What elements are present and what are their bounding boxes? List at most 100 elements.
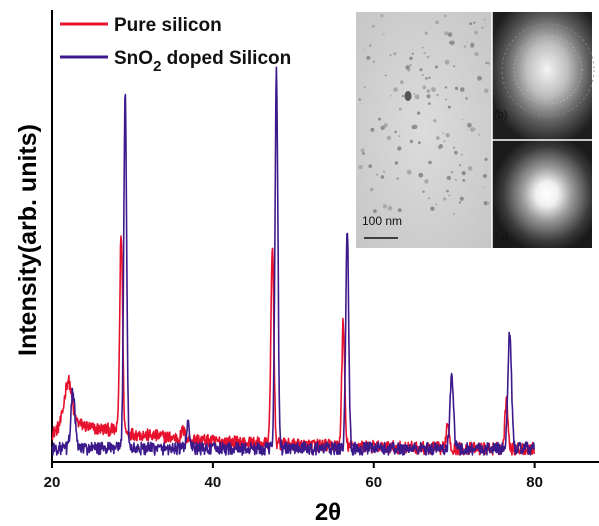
tem-particle bbox=[435, 136, 440, 140]
tem-particle bbox=[445, 98, 448, 101]
tem-particle bbox=[358, 98, 361, 101]
tem-particle bbox=[368, 164, 373, 169]
scale-bar-label: 100 nm bbox=[362, 214, 402, 228]
tem-particle bbox=[380, 125, 385, 130]
tem-particle bbox=[477, 75, 482, 81]
tem-particle bbox=[470, 44, 474, 48]
tem-particle bbox=[378, 117, 382, 121]
legend-label-main: SnO bbox=[114, 48, 153, 69]
tem-particle bbox=[484, 157, 488, 161]
tem-particle bbox=[394, 161, 399, 165]
tem-particle bbox=[366, 55, 371, 60]
tem-particle bbox=[375, 173, 379, 176]
tem-particle bbox=[393, 52, 397, 56]
legend-label-pure-silicon: Pure silicon bbox=[114, 15, 222, 36]
tem-particle bbox=[411, 125, 416, 129]
tem-particle bbox=[363, 48, 366, 51]
tem-particle bbox=[386, 135, 392, 141]
tem-particle bbox=[424, 179, 429, 184]
tem-particle bbox=[445, 133, 450, 138]
panel-b-label: (b) bbox=[494, 109, 507, 121]
y-axis-title: Intensity(arb. units) bbox=[14, 124, 42, 356]
tem-particle bbox=[462, 179, 466, 182]
tem-particle bbox=[473, 21, 476, 24]
tem-particle bbox=[419, 68, 423, 72]
tem-particle bbox=[487, 202, 490, 205]
tem-image bbox=[356, 12, 492, 248]
tem-particle bbox=[398, 135, 401, 138]
tem-particle bbox=[481, 26, 484, 29]
legend-label-sno2-doped-silicon: SnO2 doped Silicon bbox=[114, 48, 291, 75]
series-layer bbox=[51, 66, 535, 456]
tem-particle bbox=[487, 61, 491, 65]
tem-particle bbox=[454, 178, 457, 181]
tem-particle bbox=[413, 93, 416, 95]
series-line-sno2-doped-silicon bbox=[51, 66, 535, 456]
x-tick-label: 60 bbox=[365, 474, 382, 491]
tem-particle bbox=[380, 14, 384, 18]
tem-particle bbox=[363, 86, 366, 89]
tem-particle bbox=[443, 197, 447, 201]
tem-particle bbox=[423, 51, 426, 55]
axes bbox=[51, 10, 599, 463]
tem-particle bbox=[482, 173, 488, 179]
inset-micrographs: 100 nm (b) (a) bbox=[356, 12, 595, 248]
tem-particle bbox=[448, 194, 451, 197]
tem-particle bbox=[394, 130, 398, 134]
tem-particle bbox=[387, 205, 393, 211]
tem-particle bbox=[454, 86, 459, 91]
tem-particle bbox=[463, 45, 467, 48]
tem-particle bbox=[383, 123, 388, 128]
tem-particle bbox=[418, 172, 424, 178]
tem-particle bbox=[449, 41, 452, 45]
tem-particle bbox=[421, 73, 424, 77]
tem-particle bbox=[483, 201, 488, 206]
tem-particle bbox=[422, 85, 427, 90]
tem-particle bbox=[438, 144, 443, 149]
tem-particle bbox=[421, 46, 424, 49]
tem-particle bbox=[360, 148, 365, 153]
tem-particle bbox=[481, 209, 483, 211]
tem-particle bbox=[474, 128, 476, 130]
tem-particle bbox=[443, 140, 446, 143]
tem-particle bbox=[397, 146, 402, 151]
tem-particle bbox=[435, 203, 437, 206]
tem-particle bbox=[461, 119, 464, 121]
tem-particle bbox=[396, 177, 399, 180]
tem-particle bbox=[430, 206, 435, 211]
tem-particle bbox=[422, 190, 425, 193]
tem-particle bbox=[383, 33, 385, 36]
tem-particle bbox=[393, 87, 398, 92]
tem-particle bbox=[444, 59, 450, 65]
tem-particle bbox=[474, 30, 478, 35]
tem-particle bbox=[484, 88, 489, 93]
legend-label-subscript: 2 bbox=[153, 58, 161, 75]
tem-particle bbox=[459, 196, 464, 201]
tem-particle bbox=[382, 204, 387, 209]
tem-particle bbox=[426, 55, 430, 59]
tem-particle bbox=[411, 52, 414, 55]
tem-particle bbox=[454, 150, 458, 155]
tem-particle bbox=[369, 187, 374, 192]
tem-particle bbox=[399, 80, 404, 85]
legend: Pure silicon SnO2 doped Silicon bbox=[60, 15, 291, 75]
x-tick-label: 40 bbox=[205, 474, 222, 491]
tem-particle bbox=[409, 56, 413, 60]
tem-particle bbox=[414, 94, 420, 100]
tem-particle bbox=[442, 132, 445, 134]
tem-particle bbox=[478, 133, 480, 136]
tem-particle bbox=[397, 208, 402, 213]
tem-particle bbox=[450, 170, 454, 174]
series-line-pure-silicon bbox=[51, 235, 535, 456]
tem-particle bbox=[383, 170, 386, 173]
tem-particle bbox=[453, 146, 456, 149]
x-axis-title: 2θ bbox=[315, 499, 341, 526]
tem-particle bbox=[485, 61, 488, 65]
tem-particle bbox=[380, 175, 385, 179]
tem-particle bbox=[427, 197, 430, 200]
tem-particle bbox=[467, 129, 469, 131]
tem-particle bbox=[460, 87, 465, 92]
tem-particle bbox=[373, 209, 377, 214]
tem-particle bbox=[469, 127, 475, 132]
tem-particle bbox=[443, 14, 447, 18]
